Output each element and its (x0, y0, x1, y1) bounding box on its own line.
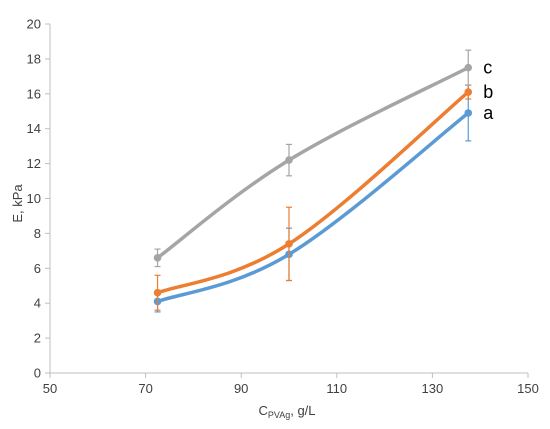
series-group (153, 49, 473, 313)
x-axis-title-main: C (258, 403, 267, 418)
series-line (155, 90, 470, 295)
x-axis-title-rest: , g/L (290, 403, 315, 418)
y-tick-label: 10 (27, 191, 41, 206)
x-tick-label: 130 (422, 381, 444, 396)
axes (45, 23, 529, 378)
x-tick-label: 110 (326, 381, 347, 396)
tick-labels: 0 2 4 6 8 10 12 14 16 18 20 50 70 90 110 130 150 (27, 17, 539, 397)
x-axis-title: CPVAg, g/L (258, 403, 315, 420)
data-point (153, 254, 162, 262)
series-label-b: b (483, 82, 493, 102)
data-point (464, 88, 473, 96)
y-tick-label: 2 (34, 331, 41, 346)
x-tick-label: 90 (234, 381, 248, 396)
series-label-a: a (483, 103, 494, 123)
y-tick-label: 18 (27, 51, 41, 66)
series-labels: abc (483, 58, 494, 123)
x-axis-title-subscript: PVAg (268, 410, 290, 420)
y-tick-label: 0 (34, 366, 41, 381)
data-point (153, 288, 162, 297)
data-point (464, 63, 473, 72)
x-tick-label: 50 (43, 381, 57, 396)
y-tick-label: 6 (34, 261, 41, 276)
y-tick-label: 14 (27, 121, 41, 136)
y-tick-label: 16 (27, 86, 41, 101)
series-b (153, 84, 473, 311)
series-line (155, 65, 470, 260)
series-label-c: c (483, 58, 492, 78)
series-c (153, 49, 473, 268)
y-tick-label: 8 (34, 226, 41, 241)
x-tick-label: 150 (517, 381, 539, 396)
y-tick-label: 12 (27, 156, 41, 171)
y-tick-label: 4 (34, 296, 41, 311)
data-point (464, 109, 473, 117)
data-point (285, 156, 293, 164)
series-a (153, 84, 473, 313)
x-tick-label: 70 (138, 381, 152, 396)
y-tick-label: 20 (27, 17, 41, 32)
series-line (155, 111, 470, 304)
data-point (285, 240, 293, 248)
y-axis-title: E, kPa (10, 184, 25, 223)
